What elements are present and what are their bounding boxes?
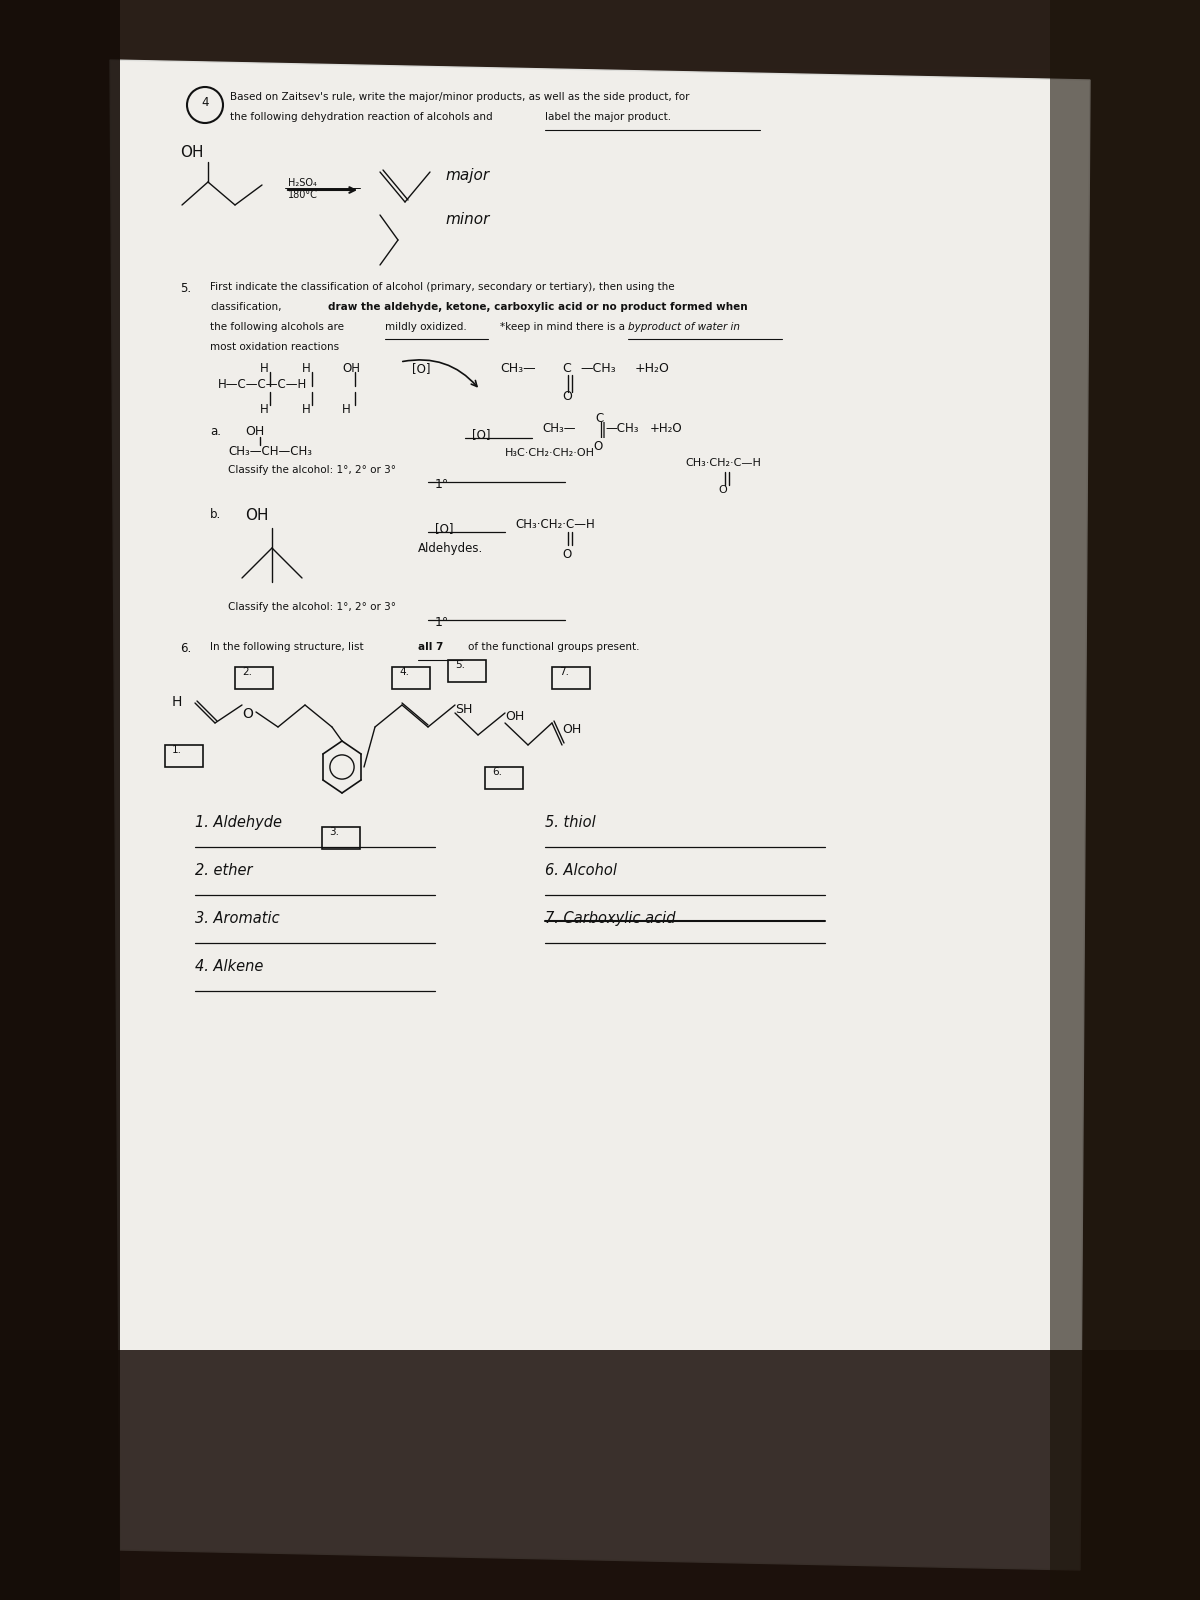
Polygon shape: [1050, 0, 1200, 1600]
Text: +H₂O: +H₂O: [650, 422, 683, 435]
Bar: [322, 827, 360, 850]
Text: draw the aldehyde, ketone, carboxylic acid or no product formed when: draw the aldehyde, ketone, carboxylic ac…: [328, 302, 748, 312]
Text: H: H: [260, 403, 269, 416]
Text: of the functional groups present.: of the functional groups present.: [468, 642, 640, 653]
Text: Aldehydes.: Aldehydes.: [418, 542, 484, 555]
Text: H₂SO₄: H₂SO₄: [288, 178, 317, 187]
Text: 5. thiol: 5. thiol: [545, 814, 595, 830]
Text: all 7: all 7: [418, 642, 443, 653]
Text: H: H: [342, 403, 350, 416]
Bar: [448, 659, 486, 682]
Text: CH₃—CH—CH₃: CH₃—CH—CH₃: [228, 445, 312, 458]
Text: 1.: 1.: [172, 746, 182, 755]
Text: mildly oxidized.: mildly oxidized.: [385, 322, 467, 333]
Bar: [552, 667, 590, 690]
Text: 1°: 1°: [434, 616, 449, 629]
Text: O: O: [242, 707, 253, 722]
Text: [O]: [O]: [434, 522, 454, 534]
Text: 2. ether: 2. ether: [194, 862, 252, 878]
Text: CH₃·CH₂·C—H: CH₃·CH₂·C—H: [685, 458, 761, 467]
Text: 1°: 1°: [434, 478, 449, 491]
Text: a.: a.: [210, 426, 221, 438]
Text: 7.: 7.: [559, 667, 569, 677]
Text: 6.: 6.: [492, 766, 502, 778]
Text: 180°C: 180°C: [288, 190, 318, 200]
Text: 5.: 5.: [180, 282, 191, 294]
Text: CH₃—: CH₃—: [500, 362, 535, 374]
Text: OH: OH: [505, 710, 524, 723]
Text: minor: minor: [445, 211, 490, 227]
Text: 4: 4: [202, 96, 209, 109]
Text: 3. Aromatic: 3. Aromatic: [194, 910, 280, 926]
Text: H: H: [172, 694, 182, 709]
Text: O: O: [562, 390, 572, 403]
Text: CH₃—: CH₃—: [542, 422, 576, 435]
Text: Classify the alcohol: 1°, 2° or 3°: Classify the alcohol: 1°, 2° or 3°: [228, 466, 396, 475]
Polygon shape: [0, 1350, 1200, 1600]
Text: *keep in mind there is a: *keep in mind there is a: [500, 322, 625, 333]
Text: First indicate the classification of alcohol (primary, secondary or tertiary), t: First indicate the classification of alc…: [210, 282, 674, 291]
Text: 4.: 4.: [398, 667, 409, 677]
Text: In the following structure, list: In the following structure, list: [210, 642, 364, 653]
Text: 6.: 6.: [180, 642, 191, 654]
Text: H: H: [260, 362, 269, 374]
Bar: [392, 667, 430, 690]
Polygon shape: [110, 59, 1090, 1570]
Text: OH: OH: [180, 146, 204, 160]
Text: OH: OH: [562, 723, 581, 736]
Text: C: C: [595, 411, 604, 426]
Text: CH₃·CH₂·C—H: CH₃·CH₂·C—H: [515, 518, 595, 531]
Text: 3.: 3.: [329, 827, 340, 837]
Text: —CH₃: —CH₃: [580, 362, 616, 374]
Text: Classify the alcohol: 1°, 2° or 3°: Classify the alcohol: 1°, 2° or 3°: [228, 602, 396, 611]
Text: 4. Alkene: 4. Alkene: [194, 958, 263, 974]
Text: C: C: [562, 362, 571, 374]
Text: major: major: [445, 168, 490, 182]
Bar: [235, 667, 274, 690]
Text: O: O: [593, 440, 602, 453]
Text: H: H: [302, 362, 311, 374]
Text: +H₂O: +H₂O: [635, 362, 670, 374]
Text: H—C—C—C—H: H—C—C—C—H: [218, 378, 307, 390]
Text: label the major product.: label the major product.: [545, 112, 671, 122]
Text: 6. Alcohol: 6. Alcohol: [545, 862, 617, 878]
Text: OH: OH: [245, 509, 269, 523]
Text: b.: b.: [210, 509, 221, 522]
Text: the following dehydration reaction of alcohols and: the following dehydration reaction of al…: [230, 112, 493, 122]
Text: O: O: [562, 547, 571, 562]
Text: O: O: [718, 485, 727, 494]
Polygon shape: [0, 0, 120, 1600]
Text: classification,: classification,: [210, 302, 282, 312]
Text: —CH₃: —CH₃: [605, 422, 638, 435]
Text: [O]: [O]: [412, 362, 431, 374]
Text: OH: OH: [342, 362, 360, 374]
Text: 1. Aldehyde: 1. Aldehyde: [194, 814, 282, 830]
Bar: [166, 746, 203, 766]
Text: H: H: [302, 403, 311, 416]
Text: OH: OH: [245, 426, 264, 438]
Text: 2.: 2.: [242, 667, 252, 677]
Text: 5.: 5.: [455, 659, 466, 670]
Text: most oxidation reactions: most oxidation reactions: [210, 342, 340, 352]
Text: the following alcohols are: the following alcohols are: [210, 322, 344, 333]
Text: [O]: [O]: [472, 427, 491, 442]
Text: H₃C·CH₂·CH₂·OH: H₃C·CH₂·CH₂·OH: [505, 448, 595, 458]
Bar: [485, 766, 523, 789]
Text: SH: SH: [455, 702, 473, 715]
Text: ‖: ‖: [598, 422, 606, 438]
Text: 7. Carboxylic acid: 7. Carboxylic acid: [545, 910, 676, 926]
Text: Based on Zaitsev's rule, write the major/minor products, as well as the side pro: Based on Zaitsev's rule, write the major…: [230, 91, 690, 102]
Text: byproduct of water in: byproduct of water in: [628, 322, 740, 333]
